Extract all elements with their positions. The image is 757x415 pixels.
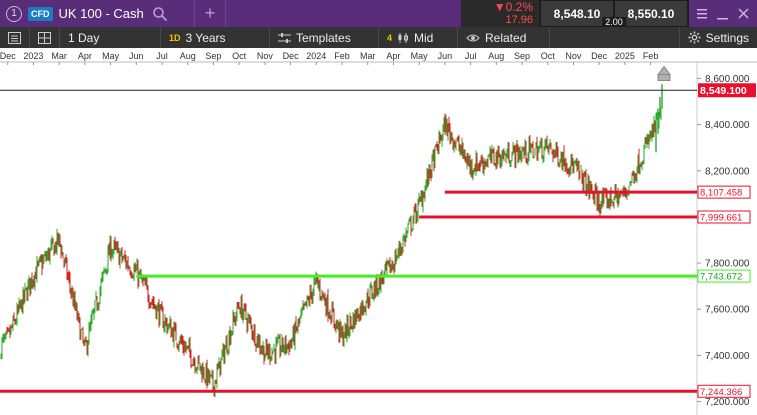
x-tick-label: 2025 [615,51,635,61]
candles [0,84,663,398]
close-icon[interactable] [738,7,749,20]
minimize-icon[interactable] [717,8,728,20]
price-chart[interactable]: Dec 2023 Mar Apr May Jun Jul Aug Sep Oct Nov Dec 202… [0,48,757,415]
x-tick-label: May [411,51,429,61]
y-tick-label: 8,600.000 [705,74,750,85]
x-tick-label: May [102,51,120,61]
x-tick-label: Nov [257,51,274,61]
level-label: 7,999.661 [700,213,742,224]
x-tick-label: Oct [541,51,556,61]
x-tick-label: Mar [51,51,67,61]
x-tick-label: Feb [334,51,350,61]
x-tick-label: 2024 [306,51,326,61]
candles-icon [398,32,409,43]
gear-icon [688,31,701,44]
instrument-header[interactable]: 1 CFD UK 100 - Cash [0,0,194,27]
x-tick-label: Jul [465,51,477,61]
level-label-box [697,269,751,283]
range-dropdown[interactable]: 1D 3 Years [161,27,270,48]
search-icon[interactable] [152,6,168,22]
instrument-name[interactable]: UK 100 - Cash [58,6,144,21]
y-tick-label: 7,800.000 [705,259,750,270]
x-tick-label: Feb [643,51,659,61]
change-percent: ▼0.2% [493,0,533,14]
x-tick-label: Sep [514,51,530,61]
buy-price-button[interactable]: 8,550.10 [615,1,687,26]
templates-button[interactable]: Templates [270,27,379,48]
related-button[interactable]: Related [458,27,550,48]
x-tick-label: Dec [591,51,608,61]
x-tick-label: Oct [232,51,247,61]
time-axis [0,48,757,62]
y-tick-label: 7,400.000 [705,351,750,362]
chart-background [0,48,757,415]
layout-grid-icon [38,31,51,44]
instrument-index-badge: 1 [6,5,22,22]
y-tick-label: 8,200.000 [705,166,750,177]
current-price-badge [698,83,756,98]
level-label-box [697,210,751,224]
x-tick-label: Dec [283,51,300,61]
x-tick-label: Nov [565,51,582,61]
x-tick-label: Apr [78,51,92,61]
x-tick-label: 2023 [23,51,43,61]
change-absolute: 17.96 [505,14,533,26]
interval-dropdown[interactable]: 1 Day [60,27,161,48]
level-label-box [697,185,751,199]
chart-toolbar: 1 Day 1D 3 Years Templates 4 Mid Related [0,27,757,48]
y-tick-label: 7,200.000 [705,397,750,408]
y-tick-label: 8,400.000 [705,120,750,131]
interval-badge: 1D [169,32,181,43]
level-label: 8,107.458 [700,188,742,199]
level-label: 7,743.672 [700,272,742,283]
x-tick-label: Aug [180,51,196,61]
y-tick-label: 7,600.000 [705,305,750,316]
settings-label: Settings [705,30,749,45]
x-tick-label: Jun [438,51,453,61]
x-tick-label: Dec [0,51,16,61]
related-label: Related [485,30,527,45]
x-tick-label: Mar [360,51,376,61]
spread-value: 2.00 [602,17,626,27]
last-candle-marker-base [657,74,671,81]
current-price-label: 8,549.100 [700,85,747,97]
x-tick-label: Jun [129,51,144,61]
window-controls [689,0,757,27]
list-icon [8,31,21,44]
level-label-box [697,384,751,398]
sell-price-button[interactable]: 8,548.10 [541,1,613,26]
toolbar-spacer [550,27,679,48]
top-bar: 1 CFD UK 100 - Cash + ▼0.2% 17.96 8,548.… [0,0,757,27]
menu-icon[interactable] [697,8,707,20]
interval-label: 1 Day [68,30,100,45]
add-tab-button[interactable]: + [194,0,226,27]
level-label: 7,244.366 [700,387,742,398]
templates-label: Templates [296,30,351,45]
x-tick-label: Jul [156,51,168,61]
sidebar-toggle[interactable] [0,27,30,48]
sliders-icon [278,32,291,43]
change-display: ▼0.2% 17.96 [461,0,539,27]
cfd-badge: CFD [28,6,53,21]
price-type-label: Mid [414,30,434,45]
x-tick-label: Sep [205,51,221,61]
x-tick-label: Aug [488,51,504,61]
x-tick-label: Apr [386,51,400,61]
quote-box: 8,548.10 8,550.10 2.00 [539,0,689,27]
eye-icon [466,34,480,41]
range-label: 3 Years [185,30,226,45]
layout-button[interactable] [30,27,60,48]
price-type-dropdown[interactable]: 4 Mid [379,27,458,48]
indicator-count-badge: 4 [387,32,393,43]
settings-button[interactable]: Settings [678,27,757,48]
